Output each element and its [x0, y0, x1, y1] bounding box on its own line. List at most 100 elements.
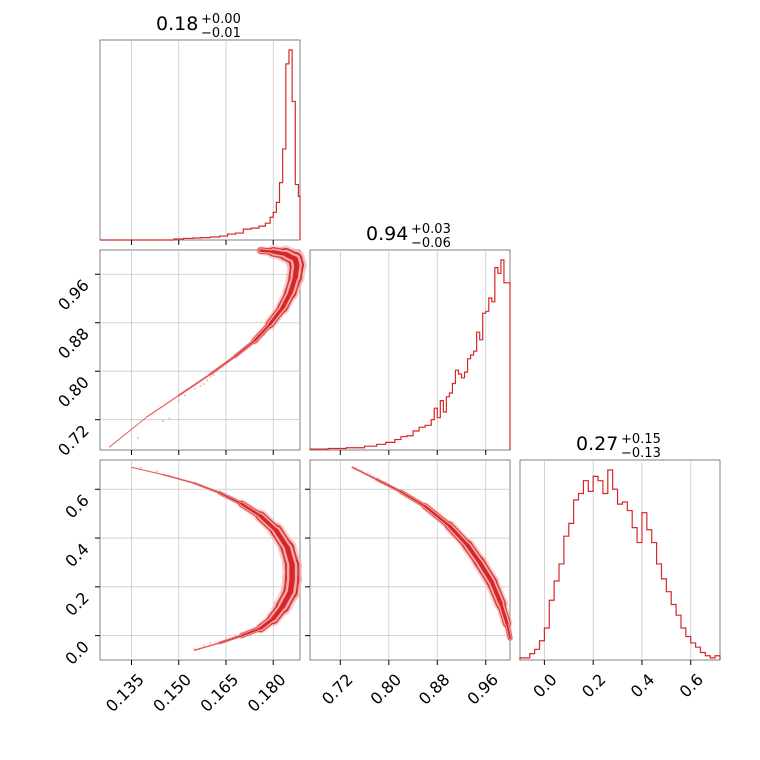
panel-scatter-0-1 [99, 249, 301, 451]
y-tick-label-param-2-3: 0.6 [61, 491, 92, 522]
x-tick-label-param-0-1: 0.150 [149, 670, 195, 716]
panel-hist-0 [99, 39, 301, 241]
panel-hist-2-frame [519, 459, 721, 661]
title-param-0: 0.18 +0.00 −0.01 [156, 12, 241, 41]
title-param-2-upper: +0.15 [621, 432, 661, 447]
y-tick-label-param-2-1: 0.2 [61, 588, 92, 619]
contour-inner-line-1-2-6 [477, 560, 494, 584]
scatter-point-0-1-8 [209, 376, 212, 379]
contour-inner-line-1-2-9 [506, 622, 511, 639]
contour-inner-line-0-2-11 [271, 604, 285, 621]
histogram-param-1 [309, 259, 511, 450]
contour-inner-line-0-1-7 [280, 290, 293, 310]
x-tick-label-param-0-2: 0.165 [196, 670, 242, 716]
scatter-point-0-1-6 [199, 384, 202, 387]
contour-inner-line-0-2-5 [258, 514, 279, 533]
y-tick-label-param-1-1: 0.80 [54, 373, 93, 412]
scatter-point-0-1-5 [193, 387, 196, 390]
title-param-1-lower: −0.06 [411, 236, 451, 251]
scatter-point-0-2-27 [234, 634, 237, 637]
contour-inner-line-0-1-2 [178, 373, 211, 396]
x-tick-label-param-1-3: 0.96 [463, 670, 502, 709]
y-tick-label-param-2-2: 0.4 [61, 539, 92, 570]
scatter-point-1-2-18 [372, 475, 375, 478]
panel-scatter-0-2 [99, 459, 301, 661]
title-param-2-lower: −0.13 [621, 446, 661, 461]
contour-inner-line-0-1-1 [147, 395, 179, 417]
contour-inner-line-1-2-5 [465, 543, 482, 565]
contour-inner-line-0-2-15 [194, 642, 220, 651]
x-tick-label-param-0-3: 0.180 [244, 670, 290, 716]
scatter-point-0-2-32 [193, 648, 196, 651]
contour-inner-line-0-2-10 [280, 589, 294, 609]
x-tick-label-param-1-0: 0.72 [318, 670, 357, 709]
y-tick-label-param-2-0: 0.0 [61, 637, 92, 668]
scatter-point-0-2-26 [224, 637, 227, 640]
contour-inner-line-1-2-8 [499, 602, 509, 625]
y-tick-label-param-1-2: 0.88 [54, 324, 93, 363]
contour-inner-line-0-2-6 [274, 528, 290, 551]
scatter-point-0-1-1 [161, 419, 164, 422]
title-param-1-value: 0.94 [366, 223, 408, 245]
contour-inner-line-1-2-2 [400, 490, 426, 508]
scatter-point-1-2-3 [369, 473, 372, 476]
x-tick-label-param-1-2: 0.88 [415, 670, 454, 709]
scatter-point-1-2-2 [366, 472, 369, 475]
contour-inner-line-0-1-0 [109, 416, 148, 448]
title-param-1-upper: +0.03 [411, 222, 451, 237]
x-tick-label-param-2-1: 0.2 [578, 670, 609, 701]
contour-inner-line-0-1-6 [268, 306, 285, 326]
grid-layer [100, 40, 692, 660]
scatter-point-0-1-19 [212, 373, 215, 376]
ticks-layer: 0.135 0.150 0.165 0.180 0.72 0.80 0.88 0.96 0.0 0… [54, 240, 707, 716]
x-tick-label-param-2-2: 0.4 [627, 670, 658, 701]
x-tick-label-param-0-0: 0.135 [102, 670, 148, 716]
contour-inner-line-0-2-14 [219, 635, 243, 644]
contour-inner-line-0-1-5 [253, 322, 272, 342]
contour-inner-line-0-1-12 [271, 250, 288, 257]
x-tick-label-param-2-3: 0.6 [676, 670, 707, 701]
contour-inner-line-0-2-3 [219, 492, 243, 505]
scatter-point-0-2-0 [139, 466, 142, 469]
contour-inner-line-0-1-3 [209, 355, 236, 375]
contour-inner-line-0-2-12 [259, 617, 275, 630]
x-tick-label-param-2-0: 0.0 [529, 670, 560, 701]
panel-scatter-0-1-frame [99, 249, 301, 451]
panel-scatter-1-2-frame [309, 459, 511, 661]
contour-inner-line-0-2-2 [194, 482, 221, 494]
contour-inner-line-0-2-1 [162, 474, 195, 484]
x-tick-label-param-1-1: 0.80 [366, 670, 405, 709]
scatter-point-0-1-4 [184, 394, 187, 397]
scatter-point-0-1-7 [206, 379, 209, 382]
y-tick-label-param-1-0: 0.72 [54, 421, 93, 460]
title-param-2: 0.27 +0.15 −0.13 [576, 432, 661, 461]
contour-inner-line-0-2-0 [131, 467, 164, 475]
scatter-point-0-1-18 [202, 382, 205, 385]
panel-scatter-1-2 [309, 459, 511, 661]
title-param-1: 0.94 +0.03 −0.06 [366, 222, 451, 251]
scatter-point-0-2-25 [209, 641, 212, 644]
scatter-point-0-1-2 [168, 417, 171, 420]
contour-inner-line-1-2-3 [424, 505, 451, 527]
scatter-point-0-1-0 [136, 436, 139, 439]
contour-inner-line-0-2-13 [240, 627, 262, 637]
histogram-param-0 [100, 49, 301, 241]
scatter-point-0-2-29 [202, 644, 205, 647]
contour-inner-line-0-2-4 [240, 502, 262, 518]
title-param-0-lower: −0.01 [201, 26, 241, 41]
contour-inner-line-0-1-13 [259, 249, 275, 254]
title-param-0-value: 0.18 [156, 13, 198, 35]
panel-scatter-0-2-frame [99, 459, 301, 661]
contour-inner-line-0-1-8 [288, 275, 298, 295]
panel-hist-2 [519, 459, 721, 661]
histogram-param-2 [519, 469, 721, 660]
contour-inner-line-0-2-7 [284, 545, 295, 568]
contour-inner-line-1-2-7 [489, 580, 503, 606]
scatter-point-0-2-1 [155, 470, 158, 473]
contour-layer [108, 245, 514, 652]
y-tick-label-param-1-3: 0.96 [54, 276, 93, 315]
title-param-0-upper: +0.00 [201, 12, 241, 27]
contour-inner-line-1-2-4 [447, 524, 470, 547]
contour-inner-line-1-2-0 [352, 467, 377, 480]
